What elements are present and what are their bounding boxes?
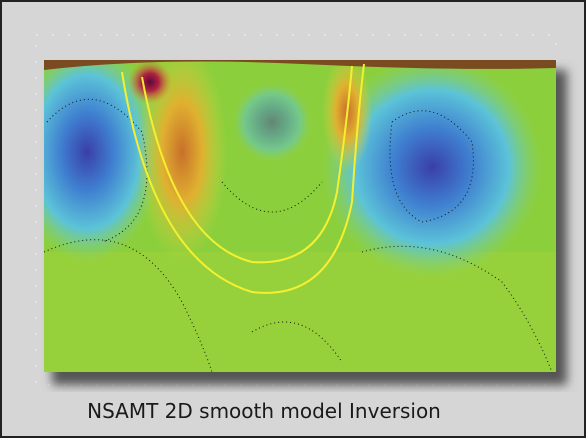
caption: NSAMT 2D smooth model Inversion	[2, 399, 526, 423]
model-section	[12, 42, 556, 372]
figure-panel: NSAMT 2D smooth model Inversion	[0, 0, 586, 438]
inversion-image	[2, 2, 584, 392]
